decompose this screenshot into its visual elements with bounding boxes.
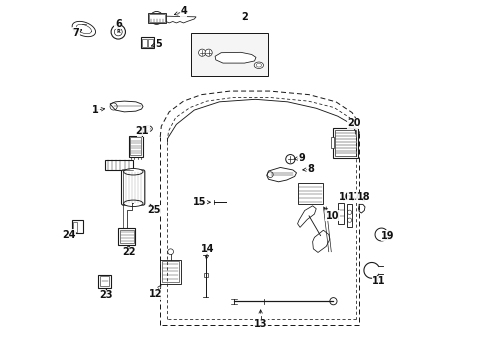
Bar — [203, 273, 207, 277]
Polygon shape — [215, 52, 255, 63]
Text: 11: 11 — [371, 276, 385, 286]
Bar — [73, 222, 77, 231]
Ellipse shape — [123, 168, 142, 175]
Ellipse shape — [122, 170, 142, 204]
Bar — [334, 130, 356, 156]
Ellipse shape — [123, 200, 142, 207]
Polygon shape — [312, 230, 329, 252]
Text: 20: 20 — [346, 118, 360, 128]
Text: 23: 23 — [100, 291, 113, 301]
Text: 3: 3 — [137, 127, 143, 136]
Bar — [120, 230, 133, 243]
Bar — [333, 129, 357, 158]
Polygon shape — [266, 167, 296, 182]
Text: 12: 12 — [148, 289, 162, 299]
Bar — [147, 13, 166, 23]
Bar — [130, 137, 141, 155]
Text: 7: 7 — [72, 28, 79, 38]
Polygon shape — [72, 21, 95, 37]
Text: 2: 2 — [241, 12, 247, 22]
Text: 8: 8 — [307, 164, 314, 174]
Bar — [338, 203, 344, 224]
Polygon shape — [297, 206, 316, 227]
Text: 4: 4 — [180, 6, 186, 17]
Polygon shape — [162, 16, 196, 23]
Text: 9: 9 — [298, 153, 305, 163]
Bar — [346, 204, 352, 227]
Text: 13: 13 — [253, 319, 267, 329]
Bar — [298, 183, 322, 204]
Text: 10: 10 — [325, 211, 338, 221]
Text: 18: 18 — [356, 192, 369, 202]
Circle shape — [198, 49, 205, 56]
Circle shape — [285, 154, 294, 164]
Text: 22: 22 — [122, 247, 136, 257]
Text: 1: 1 — [92, 105, 99, 115]
FancyBboxPatch shape — [121, 170, 144, 205]
Text: 19: 19 — [381, 231, 394, 240]
Text: 24: 24 — [62, 230, 75, 239]
Bar — [100, 276, 109, 286]
Circle shape — [150, 12, 163, 24]
Bar — [142, 39, 147, 46]
Bar — [148, 14, 165, 22]
Bar — [160, 260, 181, 284]
Ellipse shape — [142, 126, 152, 132]
Ellipse shape — [254, 62, 263, 68]
Bar — [98, 275, 111, 288]
Polygon shape — [110, 101, 142, 112]
Text: 16: 16 — [338, 192, 352, 202]
Bar — [190, 33, 267, 76]
Bar — [148, 39, 152, 46]
Text: 6: 6 — [115, 19, 122, 29]
Bar — [330, 137, 333, 148]
Text: 5: 5 — [155, 39, 162, 49]
Text: 17: 17 — [347, 192, 360, 202]
Bar — [129, 136, 142, 157]
Bar — [118, 228, 135, 245]
Text: 21: 21 — [135, 126, 149, 135]
Bar — [104, 160, 133, 170]
Circle shape — [153, 15, 159, 21]
Circle shape — [204, 49, 212, 56]
Bar — [72, 220, 83, 233]
Bar — [140, 37, 154, 48]
Circle shape — [111, 25, 125, 39]
Bar — [162, 261, 179, 282]
Text: 14: 14 — [201, 244, 214, 254]
Text: R: R — [116, 30, 120, 35]
Text: 25: 25 — [147, 206, 161, 216]
Text: 15: 15 — [193, 197, 206, 207]
